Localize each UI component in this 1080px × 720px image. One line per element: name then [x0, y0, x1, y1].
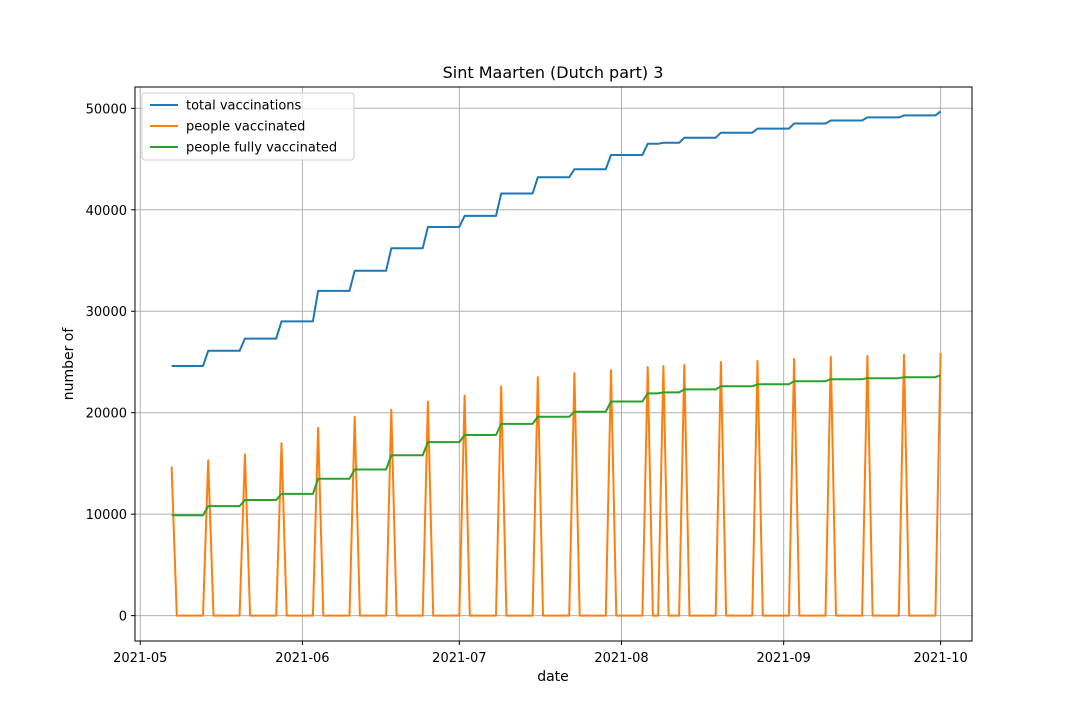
chart-title: Sint Maarten (Dutch part) 3	[443, 63, 664, 82]
grid-lines	[135, 87, 972, 641]
y-axis-ticks: 0 10000 20000 30000 40000 50000	[86, 102, 135, 625]
x-tick-label: 2021-05	[113, 651, 167, 666]
x-tick-label: 2021-08	[594, 651, 648, 666]
legend: total vaccinations people vaccinated peopl…	[141, 92, 355, 161]
x-axis-label: date	[537, 669, 569, 685]
series-line-people-fully-vaccinated	[171, 374, 941, 517]
y-tick-label: 50000	[86, 102, 127, 117]
y-axis-label: number of	[61, 327, 77, 401]
series-line-total-vaccinations	[171, 110, 942, 367]
x-axis-ticks: 2021-05 2021-06 2021-07 2021-08 2021-09 2021-…	[113, 641, 968, 666]
plot-area-frame	[134, 86, 973, 642]
legend-label-people-vaccinated: people vaccinated	[186, 120, 305, 135]
legend-box	[141, 92, 355, 161]
x-tick-label: 2021-06	[275, 651, 329, 666]
y-tick-label: 40000	[86, 204, 127, 219]
y-tick-label: 10000	[86, 508, 127, 523]
x-tick-label: 2021-09	[757, 651, 811, 666]
legend-label-people-fully-vaccinated: people fully vaccinated	[186, 141, 337, 156]
y-tick-label: 0	[119, 610, 127, 625]
y-tick-label: 30000	[86, 305, 127, 320]
y-tick-label: 20000	[86, 407, 127, 422]
x-tick-label: 2021-10	[913, 651, 967, 666]
x-tick-label: 2021-07	[432, 651, 486, 666]
series-lines	[170, 110, 942, 617]
series-line-people-vaccinated	[170, 352, 942, 617]
legend-label-total-vaccinations: total vaccinations	[186, 99, 302, 114]
